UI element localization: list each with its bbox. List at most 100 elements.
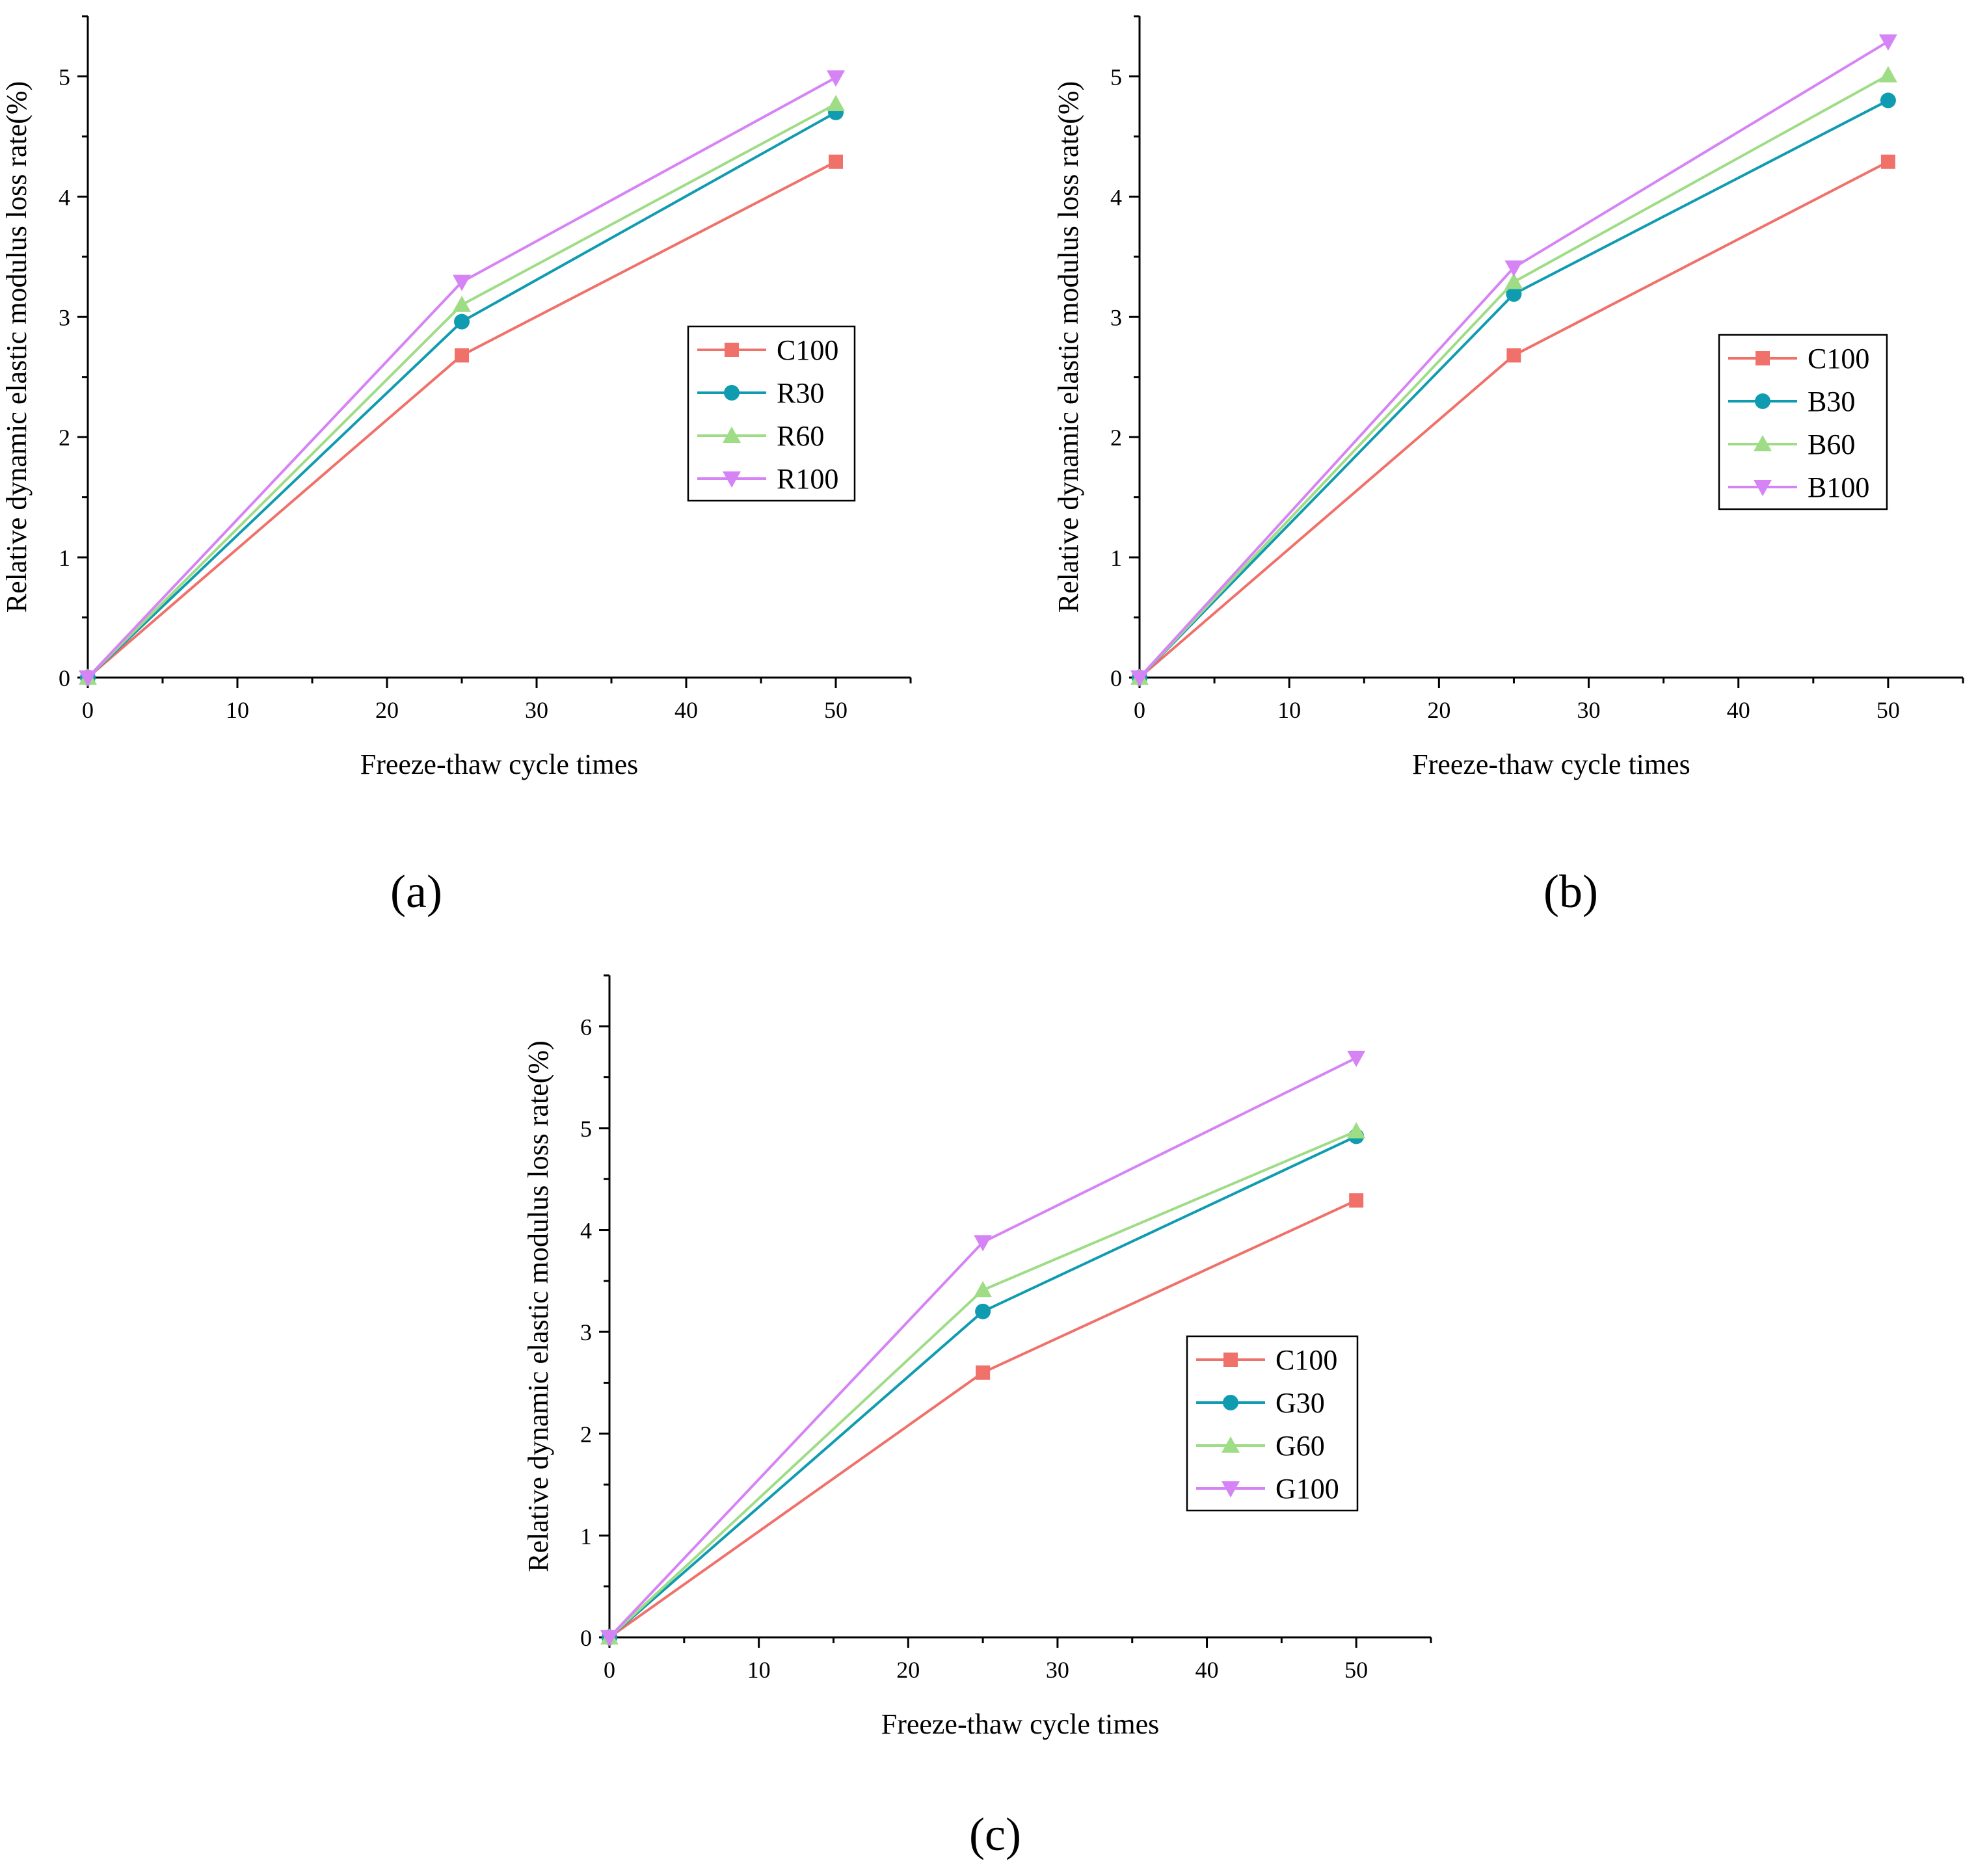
data-point-g100 xyxy=(600,1630,619,1646)
x-tick-label: 20 xyxy=(896,1657,920,1683)
data-point-b30 xyxy=(1506,286,1522,302)
x-tick-label: 0 xyxy=(1134,697,1145,723)
data-point-c100 xyxy=(1880,154,1895,169)
x-tick-label: 20 xyxy=(1427,697,1450,723)
y-tick-label: 5 xyxy=(59,64,70,90)
legend-label: G100 xyxy=(1275,1473,1339,1505)
legend-box xyxy=(1186,1335,1359,1512)
y-tick-label: 1 xyxy=(1110,545,1122,571)
legend-marker xyxy=(1755,393,1770,409)
legend: C100 R30 R60 R100 xyxy=(687,325,856,502)
legend: C100 G30 G60 G100 xyxy=(1186,1335,1359,1512)
data-point-c100 xyxy=(976,1365,991,1380)
legend-marker xyxy=(1756,351,1770,365)
data-point-b60 xyxy=(1878,66,1897,83)
y-tick-label: 2 xyxy=(59,425,70,451)
data-point-r60 xyxy=(827,94,845,111)
legend-box xyxy=(1718,334,1888,510)
y-axis-title: Relative dynamic elastic modulus loss ra… xyxy=(1052,81,1084,613)
legend-marker xyxy=(1754,480,1772,496)
y-tick-label: 3 xyxy=(580,1319,592,1345)
data-point-c100 xyxy=(1506,348,1521,363)
data-point-b60 xyxy=(1504,272,1523,289)
legend-label: C100 xyxy=(777,334,838,366)
legend-marker xyxy=(724,385,740,401)
y-axis-title: Relative dynamic elastic modulus loss ra… xyxy=(522,1040,554,1572)
y-tick-label: 3 xyxy=(59,304,70,330)
legend-marker xyxy=(725,343,739,357)
panel-label: (a) xyxy=(390,865,442,918)
x-axis-title: Freeze-thaw cycle times xyxy=(881,1708,1160,1740)
data-point-g60 xyxy=(974,1280,993,1297)
legend-marker xyxy=(1222,1481,1240,1498)
y-tick-label: 6 xyxy=(580,1014,592,1040)
data-point-r100 xyxy=(453,274,471,291)
y-tick-label: 1 xyxy=(59,545,70,571)
y-tick-label: 0 xyxy=(580,1625,592,1651)
panel-b: 0 10 20 30 40 50 0 1 2 3 4 5 Freeze-thaw cycle times… xyxy=(1052,15,1964,918)
legend-marker xyxy=(1223,1353,1238,1367)
x-tick-label: 10 xyxy=(226,697,249,723)
legend-marker xyxy=(723,427,741,443)
data-point-r100 xyxy=(79,670,97,687)
data-point-b30 xyxy=(1880,92,1896,109)
x-axis-title: Freeze-thaw cycle times xyxy=(360,748,639,780)
panel-c: 0 10 20 30 40 50 0 1 2 3 4 5 6 Freeze-thaw cycle time… xyxy=(522,974,1432,1860)
legend-marker xyxy=(1754,435,1772,451)
legend-label: R100 xyxy=(777,463,838,495)
legend-label: G60 xyxy=(1275,1430,1325,1462)
legend-marker xyxy=(1222,1436,1240,1453)
legend-label: G30 xyxy=(1275,1387,1325,1419)
legend-label: R60 xyxy=(777,420,824,452)
x-tick-label: 0 xyxy=(604,1657,615,1683)
data-point-g100 xyxy=(1347,1050,1366,1067)
legend-marker xyxy=(723,471,741,488)
data-point-g60 xyxy=(1347,1122,1366,1139)
data-point-b100 xyxy=(1878,34,1897,51)
x-tick-label: 0 xyxy=(82,697,94,723)
panel-a: 0 10 20 30 40 50 0 1 2 3 4 5 Freeze-thaw cycle times… xyxy=(1,15,912,918)
data-point-g30 xyxy=(975,1303,991,1319)
x-tick-label: 10 xyxy=(747,1657,771,1683)
x-axis-title: Freeze-thaw cycle times xyxy=(1412,748,1690,780)
y-tick-label: 4 xyxy=(580,1218,592,1244)
legend-marker xyxy=(1223,1395,1238,1410)
x-tick-label: 50 xyxy=(824,697,848,723)
legend-label: C100 xyxy=(1275,1344,1337,1376)
data-point-g100 xyxy=(974,1235,993,1252)
x-tick-label: 50 xyxy=(1876,697,1900,723)
x-tick-label: 40 xyxy=(674,697,698,723)
y-tick-label: 4 xyxy=(1110,184,1122,210)
data-point-r100 xyxy=(827,70,845,87)
x-tick-label: 20 xyxy=(375,697,399,723)
y-tick-label: 5 xyxy=(1110,64,1122,90)
data-point-b100 xyxy=(1130,670,1149,687)
legend-label: B100 xyxy=(1808,471,1869,503)
x-tick-label: 50 xyxy=(1344,1657,1368,1683)
panel-label: (c) xyxy=(969,1808,1021,1860)
y-axis-title: Relative dynamic elastic modulus loss ra… xyxy=(1,81,33,613)
legend: C100 B30 B60 B100 xyxy=(1718,334,1888,510)
y-tick-label: 4 xyxy=(59,184,70,210)
legend-label: C100 xyxy=(1808,343,1869,375)
y-tick-label: 1 xyxy=(580,1523,592,1549)
data-point-b100 xyxy=(1504,260,1523,277)
x-tick-label: 40 xyxy=(1727,697,1750,723)
y-tick-label: 5 xyxy=(580,1116,592,1142)
y-tick-label: 0 xyxy=(1110,665,1122,691)
y-tick-label: 0 xyxy=(59,665,70,691)
y-tick-label: 2 xyxy=(1110,425,1122,451)
data-point-r30 xyxy=(454,313,470,330)
data-point-c100 xyxy=(1349,1193,1364,1208)
y-tick-label: 3 xyxy=(1110,304,1122,330)
x-tick-label: 30 xyxy=(1046,1657,1069,1683)
data-point-c100 xyxy=(455,348,469,363)
x-tick-label: 30 xyxy=(525,697,548,723)
x-tick-label: 30 xyxy=(1577,697,1601,723)
legend-label: B30 xyxy=(1808,386,1855,417)
x-tick-label: 10 xyxy=(1277,697,1301,723)
data-point-c100 xyxy=(829,154,843,169)
legend-label: R30 xyxy=(777,377,824,409)
data-point-r60 xyxy=(453,295,471,312)
